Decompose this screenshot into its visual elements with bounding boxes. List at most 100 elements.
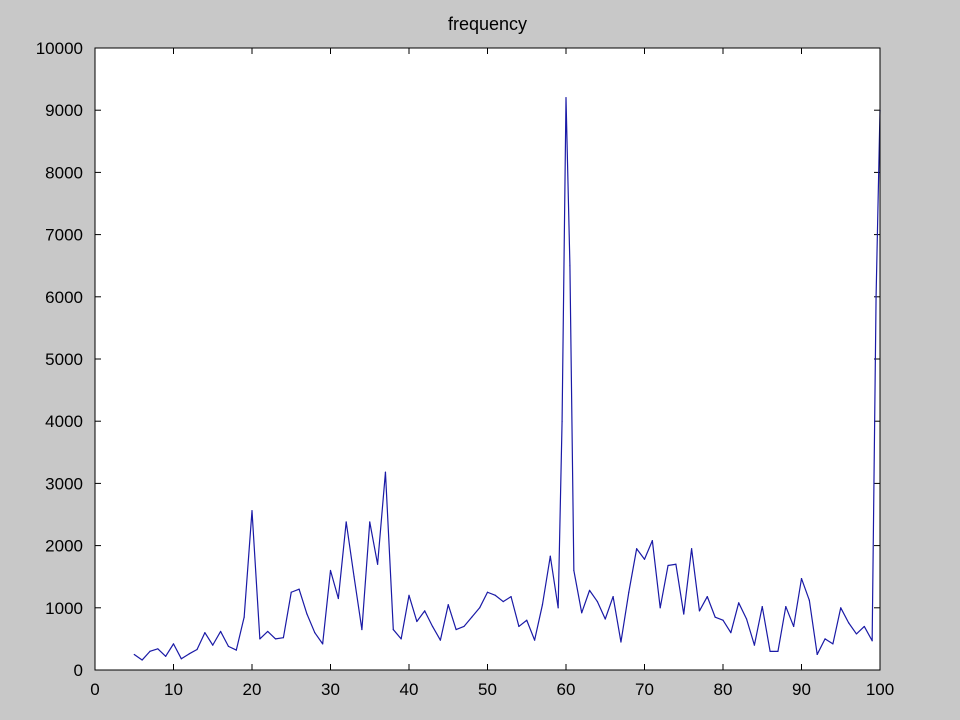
data-point [141,659,143,661]
data-point [416,620,418,623]
data-point [322,643,324,645]
data-point [541,604,544,606]
data-point [691,548,693,550]
data-point [510,596,512,598]
data-point [384,471,387,473]
data-point [581,612,583,614]
data-point [431,625,434,628]
data-point [282,637,284,639]
data-point [251,510,253,512]
data-point [314,632,316,634]
data-point [769,650,771,652]
data-point [463,625,465,628]
data-point [785,605,787,608]
x-tick-label: 100 [866,680,894,699]
data-point [526,619,528,621]
data-point [400,638,402,640]
data-point [518,625,520,628]
data-point [424,610,426,612]
data-point [808,599,810,601]
data-point [596,600,599,603]
data-point [863,625,865,628]
data-point [353,576,355,578]
x-tick-label: 10 [164,680,183,699]
data-point [494,594,496,596]
data-point [761,605,763,608]
data-point [871,640,873,642]
y-tick-label: 8000 [45,163,83,182]
data-point [502,600,504,603]
data-point [220,630,222,633]
series-layer [133,97,881,661]
data-point [259,638,261,640]
data-point [659,607,661,609]
data-point [133,653,135,656]
x-tick-label: 20 [243,680,262,699]
data-point [408,594,410,596]
data-point [855,633,858,635]
x-tick-label: 40 [400,680,419,699]
axes-frame [94,47,881,671]
data-point [534,639,536,641]
data-point [471,616,473,618]
data-point [345,521,347,523]
data-point [439,639,441,641]
data-point [557,607,559,609]
x-tick-label: 70 [635,680,654,699]
data-point [832,643,834,645]
data-point [188,653,190,655]
data-point [651,540,653,542]
data-point [361,628,363,631]
data-point [753,644,756,646]
data-point [848,622,850,624]
tick-labels: 0 10 20 30 40 50 60 70 80 90 100010002000300040005… [36,39,894,699]
data-point [620,641,622,643]
data-point [274,638,277,640]
data-point [706,596,708,598]
data-point [479,607,481,609]
y-tick-label: 10000 [36,39,83,58]
data-point [561,420,563,422]
data-point [730,632,732,634]
data-point [628,591,630,593]
y-tick-label: 9000 [45,101,83,120]
data-point [565,97,567,99]
y-tick-label: 3000 [45,474,83,493]
y-tick-label: 5000 [45,350,83,369]
data-point [212,644,214,646]
y-tick-label: 2000 [45,537,83,556]
data-point [204,632,206,634]
y-tick-label: 6000 [45,288,83,307]
data-point [267,630,269,633]
data-point [604,618,606,620]
x-tick-label: 50 [478,680,497,699]
data-point [816,653,818,656]
y-tick-label: 7000 [45,226,83,245]
axes-background [95,48,880,670]
data-point [172,643,175,645]
data-point [180,658,182,660]
data-point [306,613,308,615]
chart-title: frequency [448,14,527,34]
data-point [447,604,449,606]
data-point [675,563,677,565]
data-point [392,628,394,631]
data-point [824,638,826,640]
data-point [290,591,292,593]
data-point [455,628,457,631]
data-point [369,521,371,523]
data-point [667,564,669,567]
data-point [149,650,151,652]
data-point [793,625,795,628]
data-point [683,613,685,615]
data-point [569,265,571,267]
data-point [840,607,842,609]
y-tick-label: 4000 [45,412,83,431]
data-point [235,649,237,651]
x-tick-label: 80 [714,680,733,699]
data-point [227,645,230,647]
x-tick-label: 90 [792,680,811,699]
data-point [588,589,591,591]
data-point [745,618,748,620]
